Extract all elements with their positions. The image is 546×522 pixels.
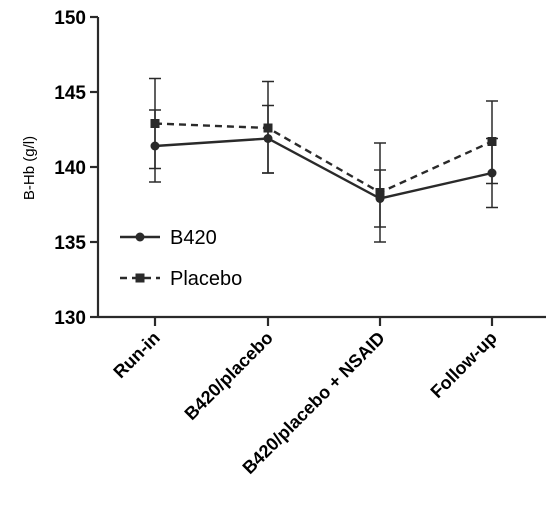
data-point-b420 — [487, 168, 497, 178]
data-point-placebo — [487, 137, 497, 146]
error-bars — [149, 77, 498, 243]
data-point-placebo — [150, 119, 160, 128]
y-axis-ticks: 130 135 140 145 150 — [54, 8, 98, 329]
y-axis-title: B-Hb (g/l) — [21, 136, 38, 200]
x-tick-label: B420/placebo — [181, 328, 277, 424]
legend-marker — [135, 232, 145, 242]
x-tick-label: Follow-up — [427, 328, 501, 402]
series-line-placebo — [154, 122, 493, 194]
series-lines — [154, 122, 493, 200]
y-tick-label: 145 — [54, 83, 86, 104]
legend-label-placebo: Placebo — [170, 268, 242, 290]
data-point-placebo — [263, 123, 273, 133]
data-point-placebo — [375, 188, 385, 197]
y-tick-label: 130 — [54, 308, 86, 329]
y-tick-label: 140 — [54, 158, 86, 179]
data-point-b420 — [150, 141, 160, 151]
series-markers — [150, 119, 497, 203]
series-line-b420 — [154, 137, 493, 200]
legend: B420 Placebo — [120, 227, 242, 290]
y-tick-label: 150 — [54, 8, 86, 29]
data-point-b420 — [263, 134, 273, 143]
y-tick-label: 135 — [54, 233, 86, 254]
legend-label-b420: B420 — [170, 227, 217, 249]
x-tick-label: Run-in — [109, 328, 163, 382]
legend-marker — [135, 273, 145, 283]
